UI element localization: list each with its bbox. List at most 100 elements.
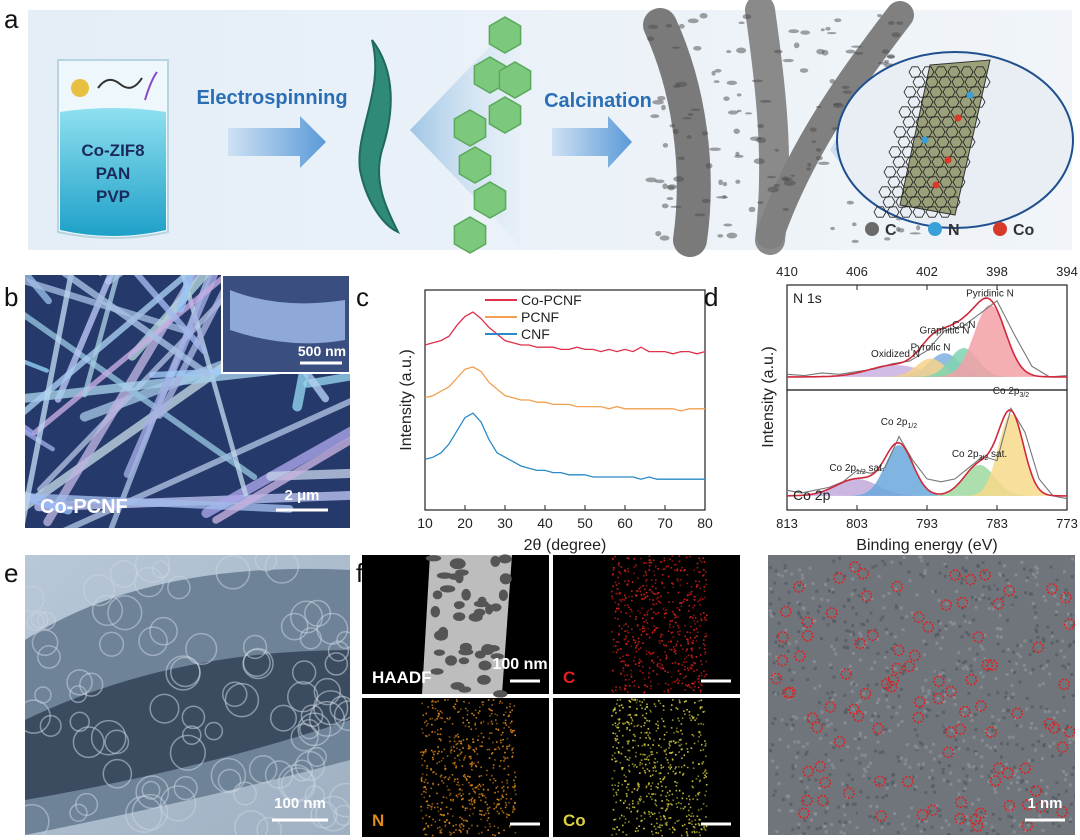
- map-dot: [466, 832, 469, 834]
- stem-noise: [938, 814, 942, 818]
- map-dot: [500, 798, 502, 800]
- stem-noise: [769, 612, 773, 616]
- haadf-pore: [433, 649, 446, 656]
- map-dot: [639, 670, 642, 672]
- map-dot: [462, 793, 464, 795]
- stem-noise: [773, 789, 777, 793]
- map-dot: [622, 723, 625, 725]
- pore: [782, 207, 790, 212]
- map-dot: [431, 707, 434, 709]
- map-dot: [675, 621, 677, 624]
- map-dot: [673, 648, 676, 651]
- map-dot: [674, 780, 676, 783]
- map-dot: [494, 719, 497, 721]
- map-dot: [660, 829, 662, 832]
- map-dot: [694, 794, 697, 797]
- map-dot: [462, 721, 465, 724]
- fit-envelope: [787, 297, 1067, 378]
- polymer-chain: [144, 71, 158, 101]
- map-dot: [662, 814, 665, 817]
- map-dot: [687, 594, 690, 596]
- pore: [671, 46, 681, 49]
- map-dot: [444, 768, 447, 771]
- map-dot: [432, 782, 434, 785]
- map-dot: [458, 740, 461, 743]
- map-dot: [509, 705, 511, 708]
- map-dot: [646, 633, 649, 636]
- map-dot: [680, 605, 683, 608]
- stem-noise: [797, 612, 801, 616]
- map-dot: [704, 740, 706, 742]
- map-dot: [615, 607, 618, 610]
- stem-noise: [1011, 692, 1015, 696]
- map-dot: [499, 700, 502, 703]
- map-dot: [612, 638, 615, 641]
- stem-noise: [805, 750, 809, 754]
- stem-noise: [900, 822, 904, 826]
- map-dot: [638, 665, 640, 667]
- map-dot: [647, 676, 650, 679]
- pore: [159, 785, 197, 822]
- map-dot: [635, 766, 638, 768]
- map-dot: [678, 633, 681, 636]
- map-dot: [667, 799, 670, 802]
- map-dot: [674, 680, 676, 683]
- atom-marker: [887, 674, 899, 686]
- stem-noise: [795, 716, 799, 720]
- map-dot: [670, 741, 673, 743]
- map-dot: [487, 829, 490, 831]
- stem-noise: [826, 598, 830, 602]
- atom-marker: [794, 650, 806, 662]
- stem-noise: [1038, 814, 1042, 818]
- stem-noise: [938, 571, 942, 575]
- map-dot: [625, 685, 628, 688]
- map-dot: [703, 596, 706, 599]
- map-dot: [488, 823, 491, 825]
- map-dot: [677, 766, 680, 768]
- map-dot: [653, 765, 656, 767]
- map-dot: [430, 749, 433, 752]
- map-dot: [461, 805, 464, 808]
- map-dot: [676, 606, 679, 609]
- map-dot: [689, 667, 692, 670]
- map-dot: [624, 638, 627, 640]
- map-dot: [684, 657, 686, 660]
- stem-noise: [1016, 643, 1020, 647]
- peak-label-part: Graphitic N: [919, 325, 969, 336]
- map-dot: [674, 614, 677, 616]
- stem-noise: [1006, 786, 1010, 790]
- x-tick-label: 50: [577, 515, 593, 531]
- map-dot: [631, 610, 633, 613]
- map-dot: [636, 809, 639, 812]
- map-dot: [640, 557, 642, 560]
- map-dot: [501, 781, 504, 784]
- map-dot: [468, 721, 470, 724]
- map-dot: [641, 701, 644, 704]
- map-dot: [458, 759, 461, 761]
- stem-noise: [887, 822, 891, 826]
- map-dot: [636, 699, 639, 701]
- stem-noise: [781, 798, 785, 802]
- stem-noise: [784, 641, 788, 645]
- map-dot: [697, 686, 700, 689]
- map-dot: [456, 754, 459, 757]
- map-dot: [650, 830, 653, 833]
- pore: [291, 759, 314, 782]
- stem-noise: [1014, 769, 1018, 773]
- map-dot: [431, 701, 433, 703]
- map-dot: [652, 744, 654, 746]
- map-dot: [488, 748, 491, 751]
- map-dot: [503, 758, 506, 760]
- stem-noise: [775, 830, 779, 834]
- map-dot: [626, 584, 628, 586]
- map-dot: [624, 755, 627, 758]
- map-dot: [457, 736, 460, 738]
- stem-noise: [881, 731, 885, 735]
- map-dot: [655, 612, 657, 615]
- pore: [705, 162, 713, 169]
- map-dot: [482, 701, 485, 703]
- map-dot: [492, 767, 495, 769]
- map-dot: [464, 809, 467, 811]
- stem-noise: [953, 622, 957, 626]
- map-dot: [474, 764, 477, 767]
